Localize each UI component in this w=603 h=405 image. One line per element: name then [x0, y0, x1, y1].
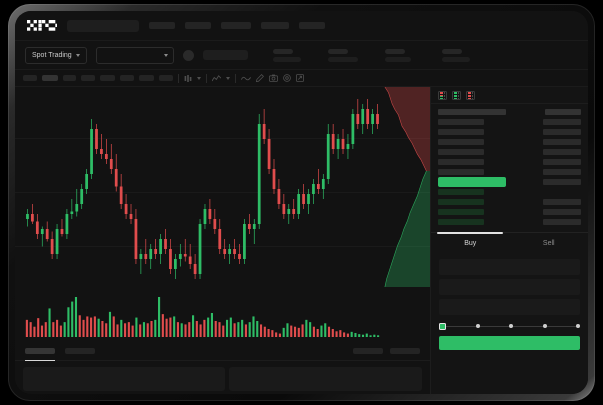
orderbook-both-icon[interactable] — [438, 90, 447, 100]
market-sub-header: Spot Trading — [15, 41, 588, 70]
timeframe-chip-1[interactable] — [23, 75, 37, 81]
settings-icon[interactable] — [283, 74, 291, 82]
pencil-icon[interactable] — [256, 74, 264, 82]
slider-stop-25[interactable] — [475, 324, 480, 328]
chart-toolbar — [15, 70, 588, 87]
toolbar-divider — [206, 73, 207, 83]
ticker-stat-3 — [384, 48, 411, 62]
orderbook-ask-row[interactable] — [438, 138, 581, 146]
orderbook-bid-row[interactable] — [438, 218, 581, 226]
timeframe-chip-6[interactable] — [120, 75, 134, 81]
orderbook-header-row — [438, 108, 581, 116]
order-tab-action-2[interactable] — [390, 347, 420, 354]
fullscreen-icon[interactable] — [296, 74, 304, 82]
nav-link-1[interactable] — [149, 22, 175, 29]
order-tab-action-1[interactable] — [353, 347, 383, 354]
timeframe-chip-4[interactable] — [81, 75, 95, 81]
chart-column — [15, 87, 430, 394]
timeframe-chip-3[interactable] — [63, 75, 76, 81]
volume-bar-chart — [25, 297, 380, 337]
tab-buy[interactable]: Buy — [431, 232, 510, 254]
submit-order-button[interactable] — [439, 336, 580, 350]
device-frame: Spot Trading — [8, 4, 595, 401]
chevron-down-icon[interactable] — [197, 76, 201, 80]
order-tab-open-orders[interactable] — [25, 347, 55, 361]
candlestick-chart — [15, 99, 430, 279]
nav-link-2[interactable] — [185, 22, 211, 29]
top-nav — [15, 11, 588, 41]
nav-link-5[interactable] — [299, 22, 325, 29]
price-chart-container[interactable] — [15, 87, 430, 287]
chevron-down-icon — [75, 53, 80, 57]
toolbar-divider — [235, 73, 236, 83]
indicators-icon[interactable] — [212, 74, 221, 82]
slider-handle[interactable] — [439, 322, 446, 330]
orderbook-bids-icon[interactable] — [452, 90, 461, 100]
pair-name — [202, 50, 248, 60]
bottom-panel-left[interactable] — [23, 367, 226, 391]
orderbook-column: Buy Sell — [430, 87, 588, 394]
order-tab-history[interactable] — [65, 347, 95, 354]
orderbook-last-price-row — [438, 176, 581, 187]
orderbook-ask-row[interactable] — [438, 148, 581, 156]
orderbook-view-toggles — [431, 87, 588, 104]
orderbook-bid-row[interactable] — [438, 208, 581, 216]
app-screen: Spot Trading — [15, 11, 588, 394]
order-amount-field[interactable] — [439, 279, 580, 295]
orderbook-bid-row[interactable] — [438, 198, 581, 206]
orderbook-ask-row[interactable] — [438, 168, 581, 176]
orderbook-ask-row[interactable] — [438, 158, 581, 166]
market-type-label: Spot Trading — [32, 51, 72, 59]
orderbook-rows — [431, 104, 588, 228]
amount-percent-slider[interactable] — [439, 321, 580, 331]
timeframe-chip-8[interactable] — [159, 75, 173, 81]
order-total-field[interactable] — [439, 299, 580, 315]
timeframe-chip-5[interactable] — [100, 75, 115, 81]
bottom-panel-right[interactable] — [229, 367, 422, 391]
line-wave-icon[interactable] — [241, 75, 251, 82]
nav-link-3[interactable] — [221, 22, 251, 29]
orderbook-ask-row[interactable] — [438, 128, 581, 136]
chevron-down-icon — [163, 53, 168, 57]
chevron-down-icon[interactable] — [226, 76, 230, 80]
camera-icon[interactable] — [269, 74, 278, 82]
candles-icon[interactable] — [184, 74, 192, 82]
orderbook-ask-row[interactable] — [438, 118, 581, 126]
ticker-stat-2 — [327, 48, 358, 62]
slider-stop-50[interactable] — [509, 324, 513, 328]
toolbar-divider — [178, 73, 179, 83]
timeframe-chip-7[interactable] — [139, 75, 154, 81]
main-body: Buy Sell — [15, 87, 588, 394]
order-form — [431, 254, 588, 315]
order-tabs — [15, 341, 430, 361]
slider-stop-75[interactable] — [542, 324, 547, 328]
bottom-panels — [15, 361, 430, 391]
coin-avatar-icon — [182, 49, 194, 61]
orderbook-asks-icon[interactable] — [466, 90, 475, 100]
search-input[interactable] — [67, 19, 139, 32]
order-price-field[interactable] — [439, 259, 580, 275]
nav-link-4[interactable] — [261, 22, 289, 29]
depth-chart — [384, 87, 430, 287]
volume-chart-container — [15, 293, 430, 341]
tab-sell[interactable]: Sell — [510, 233, 589, 254]
tab-sell-label: Sell — [542, 240, 555, 247]
ticker-stat-4 — [441, 48, 470, 62]
timeframe-chip-2[interactable] — [42, 75, 58, 81]
orderbook-bid-row[interactable] — [438, 188, 581, 196]
trade-side-tabs: Buy Sell — [431, 232, 588, 254]
pair-select-dropdown[interactable] — [95, 46, 174, 64]
okx-logo-icon[interactable] — [27, 19, 57, 32]
market-type-dropdown[interactable]: Spot Trading — [25, 46, 87, 64]
slider-stop-100[interactable] — [576, 324, 580, 328]
ticker-stat-1 — [272, 48, 301, 62]
tab-buy-label: Buy — [464, 240, 477, 247]
